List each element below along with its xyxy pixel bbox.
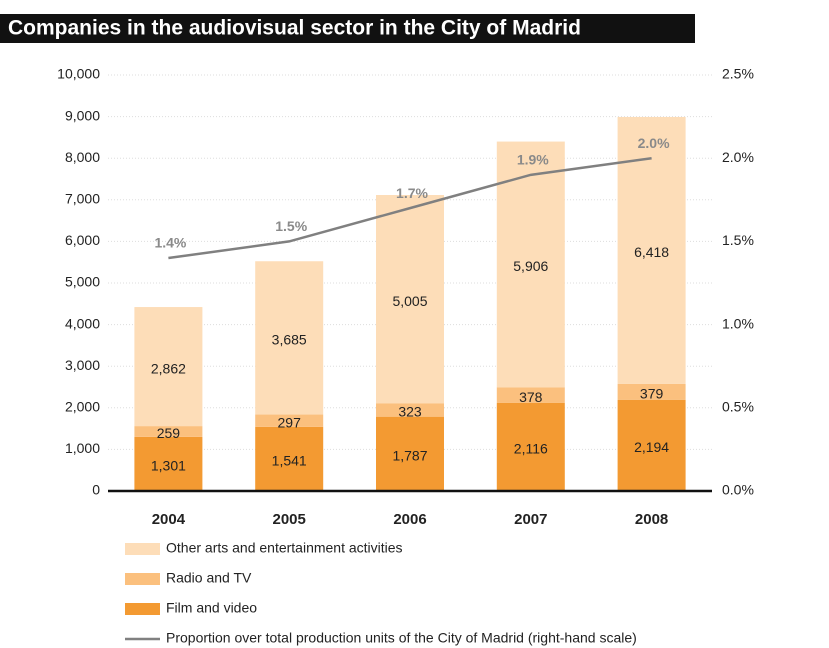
y2-tick-label: 2.5% bbox=[722, 66, 754, 82]
bar-segment bbox=[496, 402, 565, 491]
data-label: 5,906 bbox=[513, 258, 548, 274]
bar-segment bbox=[617, 383, 686, 400]
legend-swatch bbox=[125, 603, 160, 615]
data-label: 3,685 bbox=[272, 332, 307, 348]
line-label: 2.0% bbox=[638, 135, 670, 151]
legend-label: Proportion over total production units o… bbox=[166, 630, 637, 646]
y-tick-label: 3,000 bbox=[65, 357, 100, 373]
bar-segment bbox=[376, 416, 444, 491]
bar-segment bbox=[255, 261, 324, 415]
bar-segment bbox=[496, 387, 565, 403]
data-label: 297 bbox=[278, 414, 302, 430]
y-tick-label: 10,000 bbox=[57, 66, 100, 82]
y-tick-label: 9,000 bbox=[65, 107, 100, 123]
y2-tick-label: 1.5% bbox=[722, 232, 754, 248]
data-label: 2,194 bbox=[634, 439, 669, 455]
y-tick-label: 5,000 bbox=[65, 274, 100, 290]
legend-label: Other arts and entertainment activities bbox=[166, 540, 403, 556]
y2-tick-label: 0.5% bbox=[722, 399, 754, 415]
data-label: 323 bbox=[398, 404, 422, 420]
y2-tick-label: 2.0% bbox=[722, 149, 754, 165]
line-label: 1.4% bbox=[154, 235, 186, 251]
y-tick-label: 7,000 bbox=[65, 191, 100, 207]
y2-tick-label: 1.0% bbox=[722, 315, 754, 331]
y-tick-label: 6,000 bbox=[65, 232, 100, 248]
legend-swatch bbox=[125, 573, 160, 585]
data-label: 259 bbox=[157, 425, 181, 441]
data-label: 379 bbox=[640, 386, 664, 402]
y-tick-label: 2,000 bbox=[65, 399, 100, 415]
y-tick-label: 4,000 bbox=[65, 315, 100, 331]
line-label: 1.7% bbox=[396, 185, 428, 201]
y2-tick-label: 0.0% bbox=[722, 482, 754, 498]
bar-segment bbox=[376, 195, 444, 404]
data-label: 378 bbox=[519, 389, 543, 405]
x-tick-label: 2007 bbox=[514, 511, 547, 528]
bar-segment bbox=[496, 141, 565, 388]
bar-segment bbox=[617, 399, 686, 491]
data-label: 6,418 bbox=[634, 244, 669, 260]
data-label: 2,116 bbox=[514, 441, 548, 457]
line-label: 1.9% bbox=[517, 152, 549, 168]
data-label: 1,541 bbox=[272, 453, 307, 469]
bar-segment bbox=[376, 403, 444, 417]
bar-segment bbox=[134, 307, 203, 427]
bar-segment bbox=[134, 426, 203, 437]
x-tick-label: 2005 bbox=[273, 511, 306, 528]
x-tick-label: 2008 bbox=[635, 511, 668, 528]
data-label: 5,005 bbox=[392, 293, 427, 309]
legend-label: Radio and TV bbox=[166, 570, 252, 586]
y-tick-label: 8,000 bbox=[65, 149, 100, 165]
bar-segment bbox=[255, 414, 324, 427]
chart-title: Companies in the audiovisual sector in t… bbox=[8, 17, 581, 40]
title-bar bbox=[0, 14, 695, 43]
y-tick-label: 1,000 bbox=[65, 440, 100, 456]
data-label: 2,862 bbox=[151, 360, 186, 376]
bar-segment bbox=[255, 426, 324, 491]
data-label: 1,787 bbox=[392, 448, 427, 464]
x-tick-label: 2004 bbox=[152, 511, 186, 528]
data-label: 1,301 bbox=[151, 458, 186, 474]
bar-segment bbox=[134, 436, 203, 491]
line bbox=[168, 156, 652, 260]
legend-swatch bbox=[125, 543, 160, 555]
x-tick-label: 2006 bbox=[393, 511, 426, 528]
line-label: 1.5% bbox=[275, 218, 307, 234]
y-tick-label: 0 bbox=[92, 482, 100, 498]
legend-label: Film and video bbox=[166, 600, 257, 616]
